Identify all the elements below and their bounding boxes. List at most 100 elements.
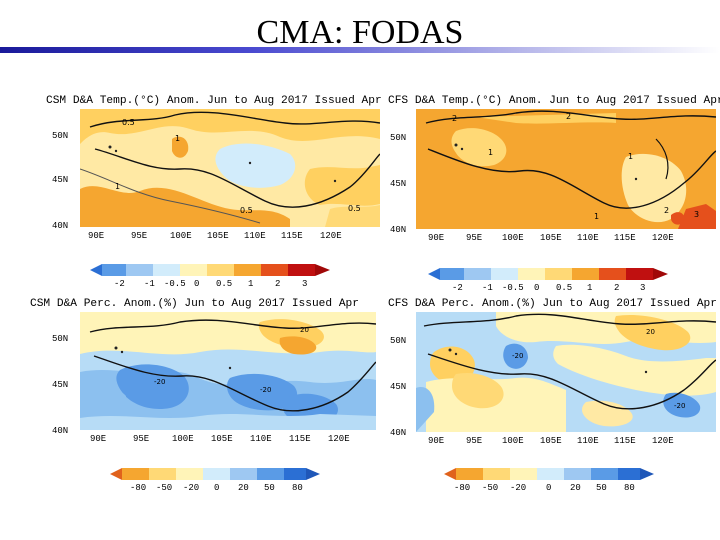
- svg-text:-20: -20: [260, 386, 271, 394]
- colorbar-label: -20: [183, 483, 200, 493]
- svg-text:3: 3: [694, 210, 699, 219]
- colorbar-label: -2: [452, 283, 463, 293]
- panel-title: CFS D&A Temp.(°C) Anom. Jun to Aug 2017 …: [388, 95, 720, 107]
- colorbar-label: 1: [248, 279, 254, 289]
- slide-title: CMA: FODAS: [256, 14, 464, 51]
- colorbar-label: 0: [194, 279, 200, 289]
- colorbar-label: 1: [587, 283, 593, 293]
- svg-text:-20: -20: [512, 352, 523, 360]
- svg-text:1: 1: [594, 212, 599, 221]
- colorbar-label: 0: [214, 483, 220, 493]
- xtick: 115E: [281, 231, 303, 241]
- colorbar-label: 2: [614, 283, 620, 293]
- ytick-40n: 40N: [52, 221, 69, 231]
- xtick: 110E: [244, 231, 266, 241]
- colorbar-label: 20: [570, 483, 581, 493]
- xtick: 105E: [540, 233, 562, 243]
- colorbar-label: 3: [640, 283, 646, 293]
- colorbar-label: -50: [156, 483, 173, 493]
- xtick: 105E: [540, 436, 562, 446]
- xtick: 100E: [502, 436, 524, 446]
- colorbar-label: 50: [264, 483, 275, 493]
- colorbar-label: 50: [596, 483, 607, 493]
- xtick: 95E: [131, 231, 148, 241]
- ytick-40n: 40N: [390, 428, 407, 438]
- xtick: 100E: [170, 231, 192, 241]
- ytick-45n: 45N: [390, 382, 407, 392]
- xtick: 90E: [428, 436, 445, 446]
- svg-text:20: 20: [300, 326, 309, 334]
- colorbar-label: 0: [534, 283, 540, 293]
- colorbar-label: -20: [510, 483, 527, 493]
- colorbar-label: -1: [482, 283, 493, 293]
- svg-text:-20: -20: [674, 402, 685, 410]
- svg-text:1: 1: [175, 134, 180, 143]
- colorbar-label: 80: [292, 483, 303, 493]
- svg-text:1: 1: [115, 182, 120, 191]
- xtick: 115E: [614, 436, 636, 446]
- xtick: 95E: [466, 233, 483, 243]
- svg-text:2: 2: [452, 114, 457, 123]
- ytick-40n: 40N: [390, 225, 407, 235]
- ytick-45n: 45N: [52, 380, 69, 390]
- panel-title: CSM D&A Temp.(°C) Anom. Jun to Aug 2017 …: [46, 95, 382, 107]
- svg-text:2: 2: [566, 112, 571, 121]
- colorbar-label: -50: [482, 483, 499, 493]
- xtick: 90E: [88, 231, 105, 241]
- svg-text:-20: -20: [154, 378, 165, 386]
- svg-text:0.5: 0.5: [240, 206, 253, 215]
- panel-title: CFS D&A Perc. Anom.(%) Jun to Aug 2017 I…: [388, 298, 717, 310]
- ytick-45n: 45N: [52, 175, 69, 185]
- svg-text:1: 1: [488, 148, 493, 157]
- xtick: 120E: [328, 434, 350, 444]
- colorbar-temp-right: [428, 268, 668, 280]
- xtick: 110E: [250, 434, 272, 444]
- xtick: 105E: [207, 231, 229, 241]
- xtick: 100E: [172, 434, 194, 444]
- svg-text:20: 20: [646, 328, 655, 336]
- ytick-50n: 50N: [390, 133, 407, 143]
- xtick: 115E: [614, 233, 636, 243]
- svg-text:0.5: 0.5: [348, 204, 361, 213]
- xtick: 95E: [133, 434, 150, 444]
- colorbar-label: 20: [238, 483, 249, 493]
- colorbar-label: 0.5: [556, 283, 573, 293]
- colorbar-label: -1: [144, 279, 155, 289]
- map-cfs-precip: 20 -20 -20: [416, 312, 716, 432]
- xtick: 110E: [577, 233, 599, 243]
- xtick: 110E: [577, 436, 599, 446]
- ytick-50n: 50N: [52, 131, 69, 141]
- ytick-45n: 45N: [390, 179, 407, 189]
- colorbar-label: -2: [114, 279, 125, 289]
- colorbar-label: 80: [624, 483, 635, 493]
- svg-text:0.5: 0.5: [122, 118, 135, 127]
- xtick: 95E: [466, 436, 483, 446]
- xtick: 115E: [289, 434, 311, 444]
- colorbar-temp-left: [90, 264, 330, 276]
- xtick: 120E: [652, 436, 674, 446]
- map-csm-precip: -20 -20 20: [80, 312, 376, 430]
- colorbar-label: 0: [546, 483, 552, 493]
- xtick: 120E: [652, 233, 674, 243]
- ytick-40n: 40N: [52, 426, 69, 436]
- svg-text:2: 2: [664, 206, 669, 215]
- map-cfs-temp: 2 2 1 1 1 2 3: [416, 109, 716, 229]
- xtick: 90E: [428, 233, 445, 243]
- colorbar-precip-right: [444, 468, 654, 480]
- panel-title: CSM D&A Perc. Anom.(%) Jun to Aug 2017 I…: [30, 298, 359, 310]
- colorbar-precip-left: [110, 468, 320, 480]
- colorbar-label: 3: [302, 279, 308, 289]
- ytick-50n: 50N: [52, 334, 69, 344]
- colorbar-label: 2: [275, 279, 281, 289]
- colorbar-label: -0.5: [502, 283, 524, 293]
- colorbar-label: -0.5: [164, 279, 186, 289]
- colorbar-label: 0.5: [216, 279, 233, 289]
- colorbar-label: -80: [454, 483, 471, 493]
- title-underline: [0, 47, 720, 53]
- xtick: 120E: [320, 231, 342, 241]
- xtick: 90E: [90, 434, 107, 444]
- xtick: 100E: [502, 233, 524, 243]
- svg-text:1: 1: [628, 152, 633, 161]
- colorbar-label: -80: [130, 483, 147, 493]
- ytick-50n: 50N: [390, 336, 407, 346]
